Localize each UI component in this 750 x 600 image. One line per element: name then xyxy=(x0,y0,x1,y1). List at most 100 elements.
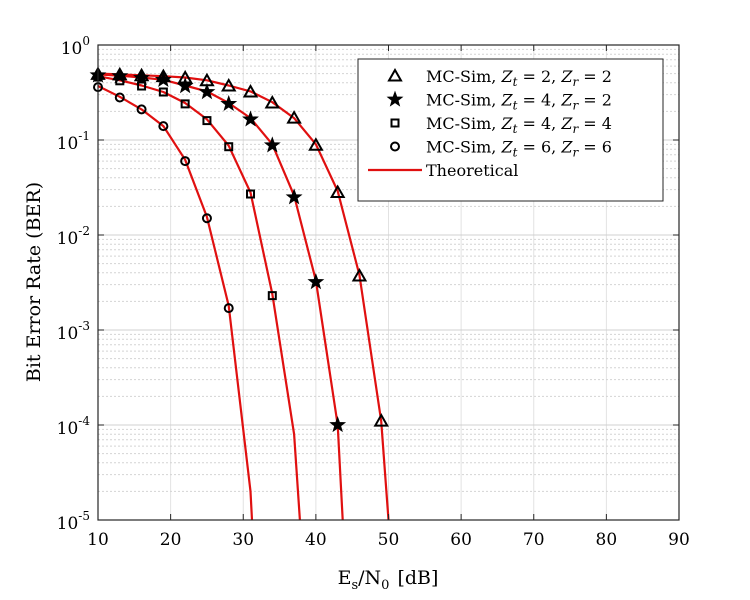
x-tick-label: 60 xyxy=(450,530,472,550)
marker-star xyxy=(329,416,347,433)
legend-entry-part: = 4, xyxy=(517,91,561,110)
legend-marker-star xyxy=(386,90,404,107)
marker-square xyxy=(180,99,190,109)
x-tick-label: 80 xyxy=(596,530,618,550)
legend-entry-part: MC-Sim, xyxy=(426,138,501,157)
legend-entry-part: Z xyxy=(560,138,573,157)
x-tick-label: 30 xyxy=(232,530,254,550)
legend-entry-part: MC-Sim, xyxy=(426,91,501,110)
legend-marker-triangle xyxy=(387,67,403,82)
y-tick-label-base: 10 xyxy=(57,419,79,439)
legend-entry-part: = 6, xyxy=(517,138,561,157)
y-tick-label-exponent: -4 xyxy=(78,414,90,428)
tick-marks xyxy=(97,44,680,521)
marker-triangle xyxy=(351,268,368,282)
x-tick-label: 70 xyxy=(523,530,545,550)
marker-triangle xyxy=(329,184,346,199)
legend-entry-part: = 6 xyxy=(578,138,612,157)
marker-star xyxy=(285,188,303,205)
legend-entry-part: = 4 xyxy=(578,114,612,133)
marker-triangle xyxy=(286,110,302,124)
marker-square xyxy=(137,81,147,91)
legend-entry-part: Z xyxy=(500,138,513,157)
simulation-markers xyxy=(89,66,389,433)
x-tick-label: 50 xyxy=(378,530,400,550)
legend-entry-part: Z xyxy=(560,91,573,110)
marker-square xyxy=(202,116,212,126)
y-tick-label: 10-1 xyxy=(57,129,90,154)
legend-entry-part: r xyxy=(572,146,579,160)
legend-entry-part: = 2, xyxy=(517,67,561,86)
legend-entry-label: MC-Sim, Zt = 4, Zr = 2 xyxy=(426,91,612,113)
marker-square xyxy=(267,291,277,301)
legend-entry-part: = 2 xyxy=(578,91,612,110)
x-tick-label: 20 xyxy=(160,530,182,550)
marker-square xyxy=(158,87,168,97)
x-tick-labels: 10 20 30 40 50 60 70 80 90 xyxy=(87,530,690,550)
legend-entry-part: t xyxy=(513,99,518,113)
legend-entry-theoretical: Theoretical xyxy=(426,161,518,180)
marker-star xyxy=(220,95,238,112)
marker-star xyxy=(154,70,172,87)
x-axis-label-sub-s: s xyxy=(351,578,358,593)
x-tick-label: 10 xyxy=(87,530,109,550)
marker-star xyxy=(307,273,325,290)
y-tick-label: 10-3 xyxy=(57,319,90,344)
marker-circle xyxy=(136,104,147,115)
legend-entry-part: = 2 xyxy=(578,67,612,86)
legend-entry-part: = 4, xyxy=(517,114,561,133)
legend-entry-label: MC-Sim, Zt = 2, Zr = 2 xyxy=(426,67,612,89)
legend-entry-part: t xyxy=(513,146,518,160)
y-tick-label-exponent: -2 xyxy=(78,224,90,238)
marker-star xyxy=(176,77,194,94)
y-tick-label-exponent: -3 xyxy=(78,319,90,333)
marker-square xyxy=(115,76,125,86)
y-tick-label-base: 10 xyxy=(61,39,83,59)
marker-circle xyxy=(201,213,212,224)
legend-marker-circle xyxy=(390,141,400,152)
legend-marker-square xyxy=(390,118,400,128)
y-tick-label-base: 10 xyxy=(57,324,79,344)
x-axis-label-mid: /N xyxy=(358,567,381,589)
y-tick-label: 10-2 xyxy=(57,224,90,249)
legend-box xyxy=(357,58,664,202)
marker-star xyxy=(263,136,281,153)
y-tick-label: 10-4 xyxy=(57,414,91,439)
marker-circle xyxy=(223,303,234,314)
y-tick-label-exponent: -5 xyxy=(78,509,90,523)
legend-entry-part: MC-Sim, xyxy=(426,114,501,133)
x-axis-label-main: E xyxy=(338,567,352,589)
y-tick-label: 10-5 xyxy=(57,509,90,534)
y-tick-label-base: 10 xyxy=(57,514,79,534)
theoretical-curve xyxy=(97,75,301,521)
legend-entry-part: Z xyxy=(560,67,573,86)
legend-entry-label: MC-Sim, Zt = 4, Zr = 4 xyxy=(426,114,612,136)
marker-star xyxy=(198,83,216,100)
legend-entry-label: MC-Sim, Zt = 6, Zr = 6 xyxy=(426,138,612,160)
marker-star xyxy=(111,67,129,84)
marker-triangle xyxy=(221,78,237,92)
marker-square xyxy=(224,142,234,152)
marker-circle xyxy=(158,121,169,132)
y-tick-label-base: 10 xyxy=(57,229,79,249)
x-tick-label: 90 xyxy=(668,530,690,550)
legend-entry-part: r xyxy=(572,122,579,136)
marker-triangle xyxy=(373,413,389,427)
x-tick-label: 40 xyxy=(305,530,327,550)
y-tick-label-exponent: -1 xyxy=(78,129,90,143)
theoretical-curve xyxy=(97,85,254,521)
marker-star xyxy=(133,69,151,86)
marker-triangle xyxy=(308,137,324,151)
legend-entry-part: t xyxy=(513,75,518,89)
legend-entry-part: Z xyxy=(500,67,513,86)
legend-entry-part: Z xyxy=(500,114,513,133)
marker-circle xyxy=(180,156,191,167)
legend-entry-part: t xyxy=(513,122,518,136)
legend-entry-part: Z xyxy=(560,114,573,133)
legend-entry-part: r xyxy=(572,99,579,113)
x-axis-label-unit: [dB] xyxy=(397,567,438,589)
marker-star xyxy=(242,110,259,127)
marker-square xyxy=(246,189,256,199)
